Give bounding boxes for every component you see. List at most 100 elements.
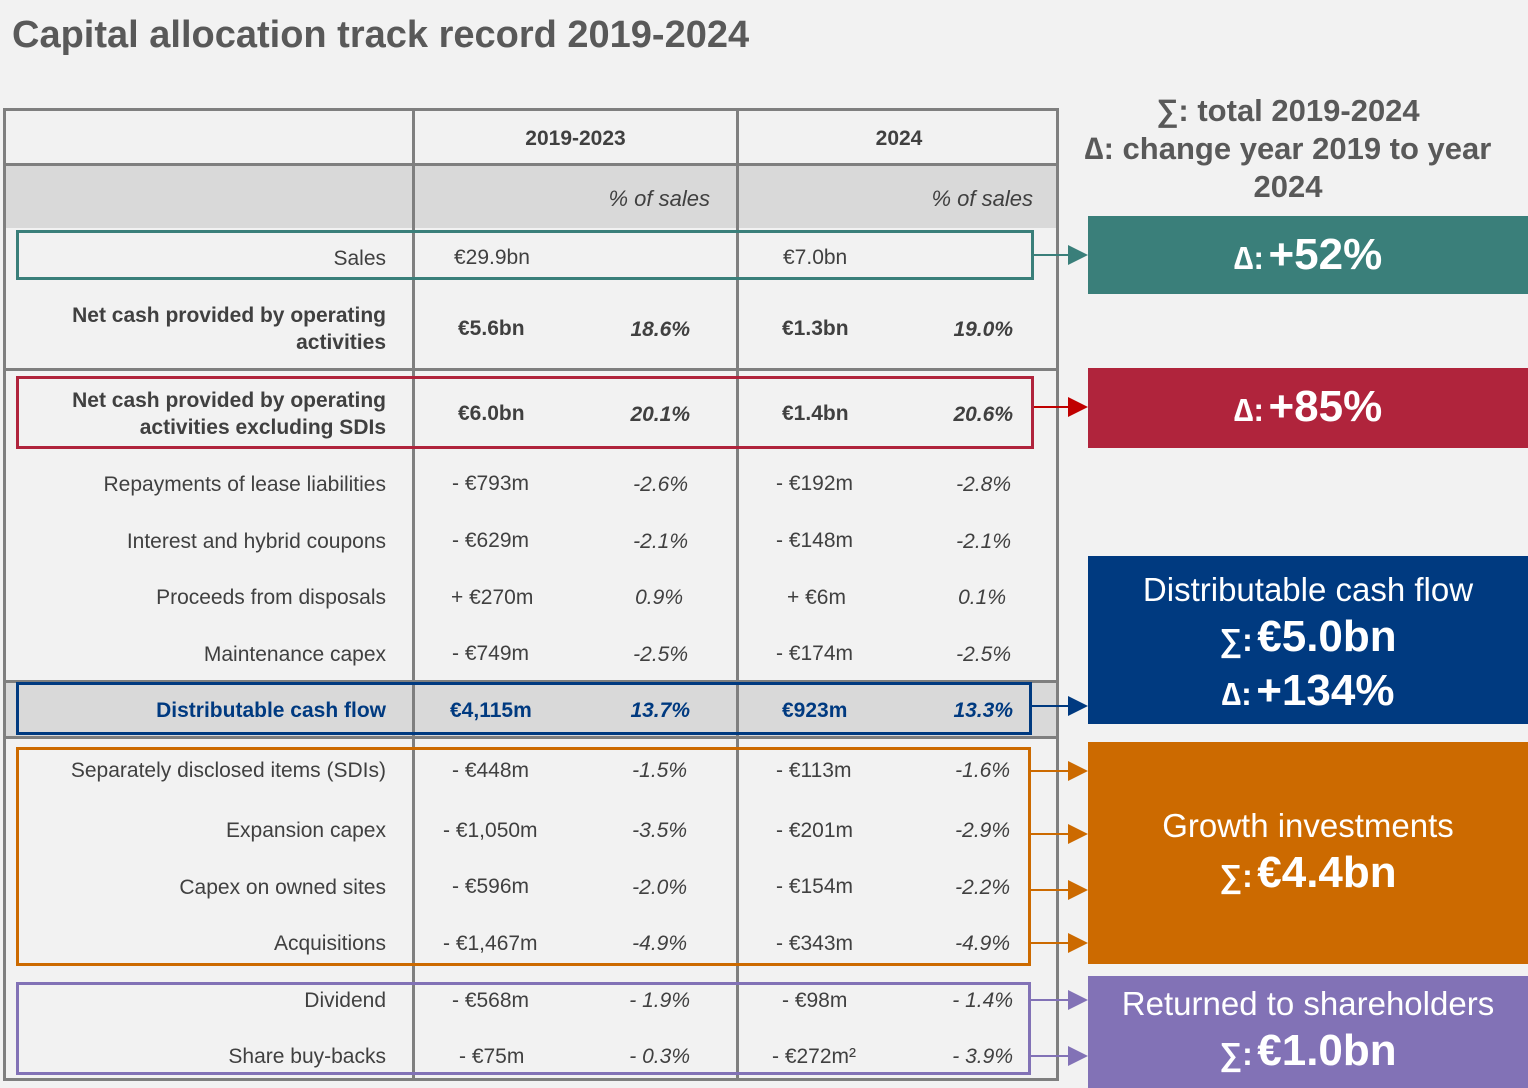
dcf-panel: Distributable cash flow ∑: €5.0bn ∆: +13…	[1088, 556, 1528, 724]
row-value-2019-2023: - €596m	[452, 875, 530, 898]
returned-caption: Returned to shareholders	[1121, 985, 1495, 1022]
row-pct-2019-2023: -2.5%	[633, 643, 688, 666]
dcf-caption: Distributable cash flow	[1142, 571, 1474, 608]
row-pct-2024: 20.6%	[953, 403, 1013, 426]
page-title: Capital allocation track record 2019-202…	[12, 14, 750, 56]
row-value-2019-2023: €5.6bn	[458, 317, 525, 340]
dcf-sum-value: €5.0bn	[1257, 612, 1397, 661]
row-value-2024: - €272m²	[772, 1045, 857, 1068]
row-value-2024: - €343m	[776, 932, 854, 955]
row-label-sdis: Separately disclosed items (SDIs)	[70, 759, 386, 782]
row-label-net-cash-operating: Net cash provided by operating activitie…	[26, 302, 386, 356]
row-pct-2019-2023: -2.6%	[633, 473, 688, 496]
row-value-2024: €923m	[782, 699, 848, 722]
row-label-interest-hybrid: Interest and hybrid coupons	[126, 530, 386, 553]
row-value-2024: + €6m	[787, 586, 846, 609]
row-pct-2024: -2.5%	[956, 643, 1011, 666]
table-frame	[3, 108, 1059, 1081]
row-pct-2019-2023: 0.9%	[635, 586, 683, 609]
row-value-2019-2023: - €568m	[452, 989, 530, 1012]
section-divider-3	[3, 736, 1059, 739]
row-value-2019-2023: €29.9bn	[454, 246, 530, 269]
row-value-2024: - €192m	[776, 472, 854, 495]
row-label-net-cash-excl-sdis: Net cash provided by operating activitie…	[26, 387, 386, 441]
row-pct-2024: 19.0%	[953, 318, 1013, 341]
row-label-distributable-cash-flow: Distributable cash flow	[156, 699, 386, 722]
delta-symbol: ∆:	[1233, 392, 1264, 428]
sum-symbol: ∑:	[1219, 858, 1253, 894]
section-divider-1	[3, 368, 1059, 371]
row-value-2024: - €201m	[776, 819, 854, 842]
header-divider	[3, 163, 1059, 166]
row-pct-2024: -2.2%	[955, 876, 1010, 899]
legend-delta-line: ∆: change year 2019 to year 2024	[1084, 131, 1492, 204]
header-band	[6, 165, 1056, 228]
opcash-highlight-box	[16, 376, 1034, 449]
row-pct-2019-2023: -2.1%	[633, 530, 688, 553]
legend: ∑: total 2019-2024 ∆: change year 2019 t…	[1070, 92, 1506, 206]
row-label-dividend: Dividend	[304, 989, 386, 1012]
column-header-2024: 2024	[875, 127, 923, 150]
row-pct-2024: -2.8%	[956, 473, 1011, 496]
row-value-2019-2023: - €749m	[452, 642, 530, 665]
row-value-2024: - €98m	[782, 989, 848, 1012]
sum-symbol: ∑:	[1219, 622, 1253, 658]
row-value-2024: - €174m	[776, 642, 854, 665]
row-pct-2024: - 3.9%	[952, 1045, 1013, 1068]
row-label-expansion-capex: Expansion capex	[226, 819, 386, 842]
row-pct-2024: - 1.4%	[952, 989, 1013, 1012]
row-value-2024: - €113m	[776, 759, 852, 782]
table-divider-1	[412, 108, 415, 1081]
growth-caption: Growth investments	[1162, 807, 1454, 844]
row-value-2024: €7.0bn	[783, 246, 848, 269]
row-pct-2024: -4.9%	[955, 932, 1010, 955]
row-label-text: Net cash provided by operating activitie…	[72, 304, 386, 354]
sales-highlight-box	[16, 230, 1034, 280]
row-pct-2019-2023: - 1.9%	[629, 989, 690, 1012]
growth-sum-value: €4.4bn	[1257, 848, 1397, 897]
row-pct-2019-2023: -2.0%	[632, 876, 687, 899]
row-label-sales: Sales	[333, 247, 386, 270]
row-pct-2024: 0.1%	[958, 586, 1006, 609]
pct-of-sales-header-1: % of sales	[608, 186, 711, 211]
opcash-change-panel: ∆: +85%	[1088, 368, 1528, 448]
dcf-row-band	[6, 683, 1056, 736]
legend-sum-line: ∑: total 2019-2024	[1156, 93, 1420, 128]
returned-highlight-box	[16, 982, 1031, 1075]
row-pct-2019-2023: 13.7%	[630, 699, 690, 722]
row-value-2019-2023: - €629m	[452, 529, 530, 552]
returned-sum-value: €1.0bn	[1257, 1026, 1397, 1075]
delta-symbol: ∆:	[1233, 240, 1264, 276]
row-value-2024: €1.4bn	[782, 402, 849, 425]
row-value-2019-2023: - €75m	[459, 1045, 525, 1068]
sales-change-panel: ∆: +52%	[1088, 216, 1528, 294]
sales-change-value: +52%	[1268, 230, 1383, 279]
delta-symbol: ∆:	[1221, 676, 1252, 712]
row-value-2019-2023: €6.0bn	[458, 402, 525, 425]
section-divider-2	[3, 680, 1059, 683]
row-label-share-buybacks: Share buy-backs	[228, 1045, 386, 1068]
row-pct-2019-2023: -3.5%	[632, 819, 687, 842]
sum-symbol: ∑:	[1219, 1036, 1253, 1072]
row-value-2019-2023: €4,115m	[450, 699, 532, 722]
row-pct-2019-2023: 20.1%	[630, 403, 690, 426]
row-pct-2024: -2.9%	[955, 819, 1010, 842]
row-pct-2019-2023: 18.6%	[630, 318, 690, 341]
opcash-change-value: +85%	[1268, 382, 1383, 431]
row-label-maintenance-capex: Maintenance capex	[203, 643, 386, 666]
row-pct-2024: -2.1%	[956, 530, 1011, 553]
growth-highlight-box	[16, 747, 1031, 966]
row-pct-2024: 13.3%	[953, 699, 1013, 722]
pct-of-sales-header-2: % of sales	[931, 186, 1034, 211]
row-pct-2024: -1.6%	[955, 759, 1010, 782]
row-label-text: Net cash provided by operating activitie…	[72, 389, 386, 439]
row-value-2019-2023: - €1,050m	[443, 819, 538, 842]
table-divider-2	[736, 108, 739, 1081]
row-value-2024: - €154m	[776, 875, 854, 898]
row-value-2019-2023: + €270m	[451, 586, 534, 609]
row-pct-2019-2023: -1.5%	[632, 759, 687, 782]
growth-investments-panel: Growth investments ∑: €4.4bn	[1088, 742, 1528, 964]
row-label-capex-owned-sites: Capex on owned sites	[179, 876, 386, 899]
dcf-highlight-box	[16, 682, 1032, 735]
